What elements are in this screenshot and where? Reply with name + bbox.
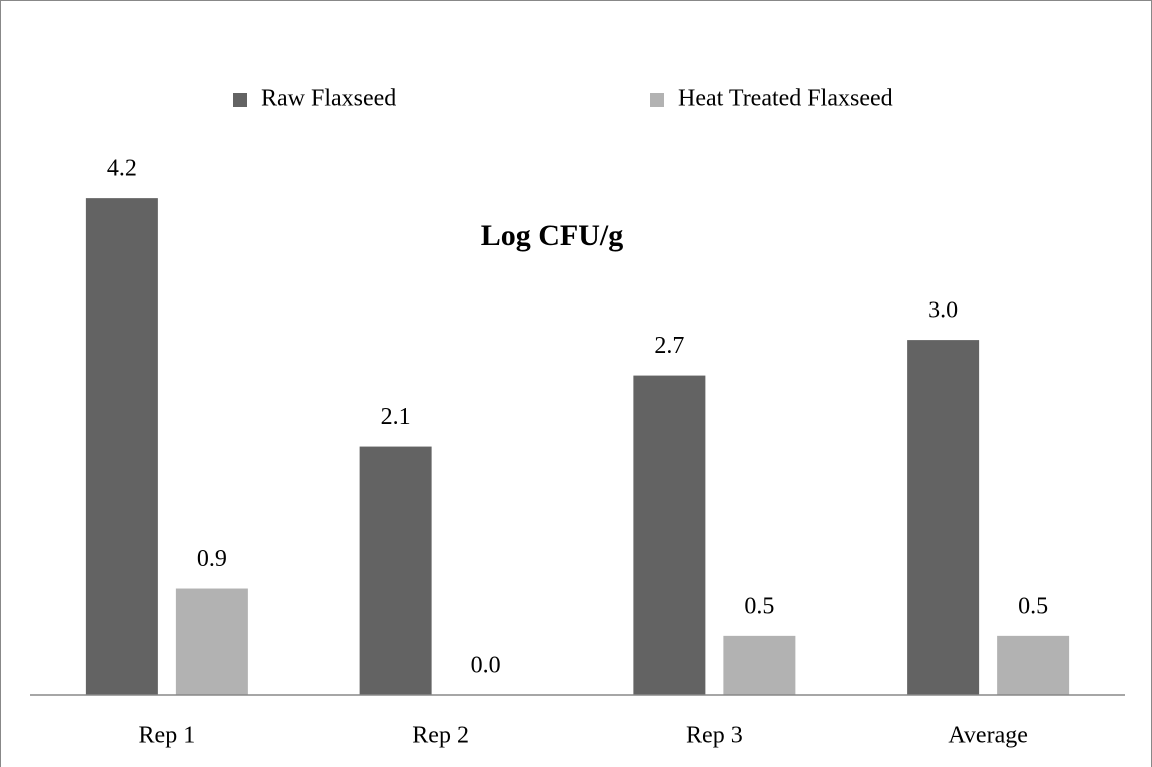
x-tick-label: Rep 1 [139, 723, 196, 749]
x-tick-label: Average [948, 723, 1028, 749]
x-tick-label: Rep 3 [686, 723, 743, 749]
chart-title: Log CFU/g [481, 219, 624, 252]
data-label: 2.1 [381, 404, 411, 430]
data-label: 4.2 [107, 156, 137, 182]
bar [997, 635, 1070, 695]
bar [175, 588, 248, 695]
bar [723, 635, 796, 695]
data-label: 0.5 [1018, 593, 1048, 619]
legend-label: Heat Treated Flaxseed [678, 86, 893, 112]
data-label: 3.0 [928, 298, 958, 324]
data-label: 0.0 [471, 653, 501, 679]
legend-swatch [650, 93, 664, 107]
data-label: 0.5 [744, 593, 774, 619]
bar [85, 198, 158, 695]
legend-swatch [233, 93, 247, 107]
bar [359, 446, 432, 695]
data-label: 2.7 [654, 333, 684, 359]
legend-label: Raw Flaxseed [261, 86, 396, 112]
bar [633, 375, 706, 695]
data-label: 0.9 [197, 546, 227, 572]
bar [907, 340, 980, 695]
x-tick-label: Rep 2 [412, 723, 469, 749]
